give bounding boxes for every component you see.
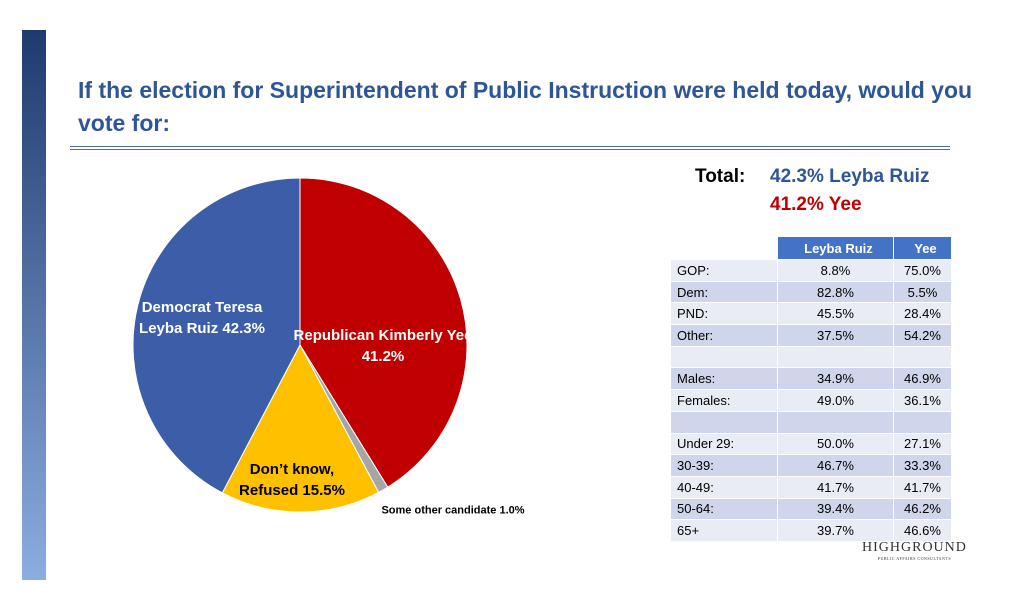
cell: PND: bbox=[670, 302, 778, 326]
cell bbox=[670, 410, 778, 434]
cell: 46.2% bbox=[892, 497, 953, 521]
cell: 27.1% bbox=[892, 432, 953, 456]
cell bbox=[777, 345, 894, 369]
cell: 41.7% bbox=[777, 475, 894, 499]
col-header: Leyba Ruiz bbox=[777, 236, 894, 260]
slice-value: 42.3% bbox=[222, 320, 265, 337]
cell: Males: bbox=[670, 367, 778, 391]
cell: 50.0% bbox=[777, 432, 894, 456]
cell: 75.0% bbox=[892, 259, 953, 282]
total-line: 42.3% Leyba Ruiz bbox=[770, 166, 930, 187]
cell: 37.5% bbox=[777, 324, 894, 347]
cell bbox=[892, 345, 953, 369]
cell: 5.5% bbox=[892, 280, 953, 304]
logo-name: HIGHGROUND bbox=[862, 540, 967, 555]
cell: Under 29: bbox=[670, 432, 778, 456]
cell bbox=[892, 410, 953, 434]
table-row: 50-64: 39.4% 46.2% bbox=[670, 497, 953, 521]
cell: 28.4% bbox=[892, 302, 953, 326]
cell: 34.9% bbox=[777, 367, 894, 391]
side-bar bbox=[22, 30, 46, 580]
table-row: 65+ 39.7% 46.6% bbox=[670, 519, 953, 542]
slice-category: Republican Kimberly Yee bbox=[293, 327, 473, 344]
slice-category: Democrat Teresa Leyba Ruiz bbox=[139, 299, 263, 337]
table-row: PND: 45.5% 28.4% bbox=[670, 302, 953, 326]
table-row: Under 29: 50.0% 27.1% bbox=[670, 432, 953, 456]
table-row: Females: 49.0% 36.1% bbox=[670, 389, 953, 412]
slice-label: Don’t know, Refused 15.5% bbox=[222, 459, 362, 501]
table-row: GOP: 8.8% 75.0% bbox=[670, 259, 953, 282]
total-line: 41.2% Yee bbox=[770, 194, 862, 215]
slice-value: 41.2% bbox=[361, 348, 405, 365]
cell: 50-64: bbox=[670, 497, 778, 521]
crosstab: Leyba Ruiz Yee GOP: 8.8% 75.0% Dem: 82.8% 5.5%… bbox=[670, 236, 953, 542]
cell: 40-49: bbox=[670, 475, 778, 499]
pie-slice bbox=[132, 177, 301, 494]
cell: 8.8% bbox=[777, 259, 894, 282]
title: If the election for Superintendent of Pu… bbox=[78, 77, 973, 136]
pie-slice bbox=[299, 177, 468, 488]
cell: Dem: bbox=[670, 280, 778, 304]
cell bbox=[670, 345, 778, 369]
cell: 46.6% bbox=[892, 519, 953, 542]
cell: 49.0% bbox=[777, 389, 894, 412]
cell: 39.7% bbox=[777, 519, 894, 542]
cell: 65+ bbox=[670, 519, 778, 542]
spacer-row bbox=[670, 345, 953, 369]
logo: HIGHGROUND PUBLIC AFFAIRS CONSULTANTS bbox=[862, 540, 967, 561]
cell: 39.4% bbox=[777, 497, 894, 521]
cell: Females: bbox=[670, 389, 778, 412]
table-row: Dem: 82.8% 5.5% bbox=[670, 280, 953, 304]
slice-label: Democrat Teresa Leyba Ruiz 42.3% bbox=[127, 297, 277, 339]
slice-value: 15.5% bbox=[302, 482, 345, 499]
col-header: Yee bbox=[892, 236, 953, 260]
cell: 46.9% bbox=[892, 367, 953, 391]
table-row: Other: 37.5% 54.2% bbox=[670, 324, 953, 347]
table-row: 30-39: 46.7% 33.3% bbox=[670, 454, 953, 477]
slice-category: Some other candidate bbox=[381, 504, 497, 517]
table-row: 40-49: 41.7% 41.7% bbox=[670, 475, 953, 499]
slice-category: Don’t know, Refused bbox=[239, 461, 335, 499]
cell: 82.8% bbox=[777, 280, 894, 304]
title-rule bbox=[70, 146, 950, 150]
cell: 30-39: bbox=[670, 454, 778, 477]
cell bbox=[777, 410, 894, 434]
cell: Other: bbox=[670, 324, 778, 347]
cell: 33.3% bbox=[892, 454, 953, 477]
cell: 45.5% bbox=[777, 302, 894, 326]
total-label: Total: bbox=[695, 166, 746, 187]
cell: 36.1% bbox=[892, 389, 953, 412]
slice-label: Republican Kimberly Yee 41.2% bbox=[293, 325, 473, 367]
cell: GOP: bbox=[670, 259, 778, 282]
cell: 41.7% bbox=[892, 475, 953, 499]
logo-tagline: PUBLIC AFFAIRS CONSULTANTS bbox=[877, 556, 952, 561]
spacer-row bbox=[670, 410, 953, 434]
table-row: Males: 34.9% 46.9% bbox=[670, 367, 953, 391]
cell: 54.2% bbox=[892, 324, 953, 347]
cell: 46.7% bbox=[777, 454, 894, 477]
slice-value: 1.0% bbox=[499, 504, 525, 517]
slice-label: Some other candidate 1.0% bbox=[373, 503, 533, 520]
pie-slice bbox=[221, 343, 380, 513]
